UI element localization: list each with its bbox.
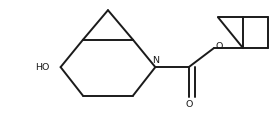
Text: O: O [185,100,192,109]
Text: N: N [152,56,159,65]
Text: HO: HO [35,63,50,72]
Text: O: O [215,42,223,51]
